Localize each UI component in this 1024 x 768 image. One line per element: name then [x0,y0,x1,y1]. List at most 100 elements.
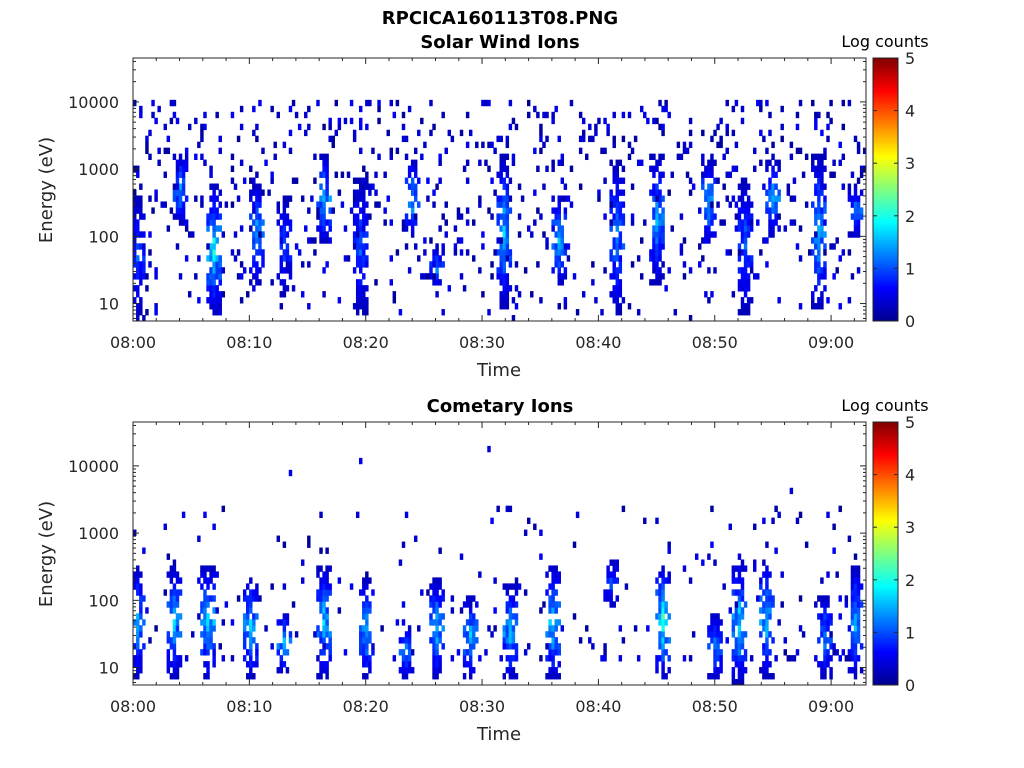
spectrogram-cell [404,219,409,226]
spectrogram-cell [820,273,824,280]
spectrogram-cell [633,135,638,143]
spectrogram-cell [142,249,146,256]
spectrogram-cell [331,135,335,143]
spectrogram-cell [355,303,360,310]
spectrogram-cell [502,219,506,226]
spectrogram-cell [859,213,864,220]
spectrogram-cell [139,201,143,208]
spectrogram-cell [618,237,623,244]
spectrogram-cell [783,649,787,656]
spectrogram-cell [325,613,329,620]
spectrogram-cell [472,631,476,638]
spectrogram-cell [853,219,858,226]
spectrogram-cell [853,631,858,638]
spectrogram-cell [777,297,781,304]
spectrogram-cell [737,183,742,190]
spectrogram-cell [200,607,204,614]
spectrogram-cell [169,99,174,107]
spectrogram-cell [258,279,262,286]
spectrogram-cell [768,589,772,596]
spectrogram-cell [429,583,433,590]
spectrogram-cell [328,565,332,572]
spectrogram-cell [737,565,742,572]
spectrogram-cell [655,189,659,196]
y-tick-label: 10 [99,295,119,314]
spectrogram-cell [435,273,439,280]
spectrogram-cell [658,255,662,262]
spectrogram-cell [169,117,174,125]
spectrogram-cell [249,607,253,614]
spectrogram-cell [768,189,772,196]
spectrogram-cell [252,243,256,250]
spectrogram-cell [285,255,290,262]
spectrogram-cell [713,631,717,638]
spectrogram-cell [206,637,210,644]
spectrogram-cell [557,261,561,268]
spectrogram-cell [609,219,613,226]
spectrogram-cell [322,631,326,638]
spectrogram-cell [636,159,641,166]
spectrogram-cell [221,655,226,662]
spectrogram-cell [508,177,513,184]
spectrogram-cell [850,577,855,584]
spectrogram-cell [551,601,555,608]
spectrogram-cell [362,243,366,250]
spectrogram-cell [175,673,180,680]
spectrogram-cell [533,147,537,155]
spectrogram-cell [490,517,494,525]
spectrogram-cell [548,667,552,674]
spectrogram-cell [780,601,784,608]
spectrogram-cell [148,153,152,161]
spectrogram-cell [771,195,775,202]
spectrogram-cell [832,243,836,250]
spectrogram-cell [609,195,613,202]
spectrogram-cell [719,219,723,226]
spectrogram-cell [166,571,171,578]
spectrogram-cell [178,189,183,196]
spectrogram-cell [539,129,543,137]
spectrogram-cell [829,643,833,650]
spectrogram-cell [328,135,332,143]
spectrogram-cell [551,625,555,632]
spectrogram-cell [441,625,445,632]
spectrogram-cell [487,445,491,453]
spectrogram-cell [450,135,455,143]
spectrogram-cell [743,649,748,656]
spectrogram-cell [413,159,418,166]
spectrogram-cell [505,619,510,626]
spectrogram-cell [847,189,852,196]
spectrogram-cell [725,249,729,256]
spectrogram-cell [255,213,259,220]
spectrogram-cell [282,249,287,256]
spectrogram-cell [481,243,485,250]
spectrogram-cell [829,243,833,250]
spectrogram-cell [572,541,577,548]
spectrogram-cell [716,631,720,638]
spectrogram-cell [249,225,253,232]
spectrogram-cell [612,171,616,178]
spectrogram-cell [774,655,778,662]
spectrogram-cell [206,631,210,638]
spectrogram-cell [539,213,543,220]
spectrogram-cell [496,201,500,208]
spectrogram-cell [319,547,323,554]
spectrogram-cell [508,661,513,668]
spectrogram-cell [300,577,305,584]
spectrogram-cell [664,577,668,584]
spectrogram-cell [612,577,616,584]
spectrogram-cell [468,625,473,632]
spectrogram-cell [814,285,818,292]
spectrogram-cell [374,201,378,208]
spectrogram-cell [823,595,827,602]
spectrogram-cell [166,631,171,638]
spectrogram-cell [215,303,219,310]
spectrogram-cell [136,673,140,680]
spectrogram-cell [762,643,766,650]
spectrogram-cell [139,111,143,119]
spectrogram-cell [850,631,855,638]
spectrogram-cell [820,267,824,274]
spectrogram-cell [688,315,693,322]
spectrogram-cell [508,99,513,107]
spectrogram-cell [285,267,290,274]
spectrogram-cell [215,571,219,578]
